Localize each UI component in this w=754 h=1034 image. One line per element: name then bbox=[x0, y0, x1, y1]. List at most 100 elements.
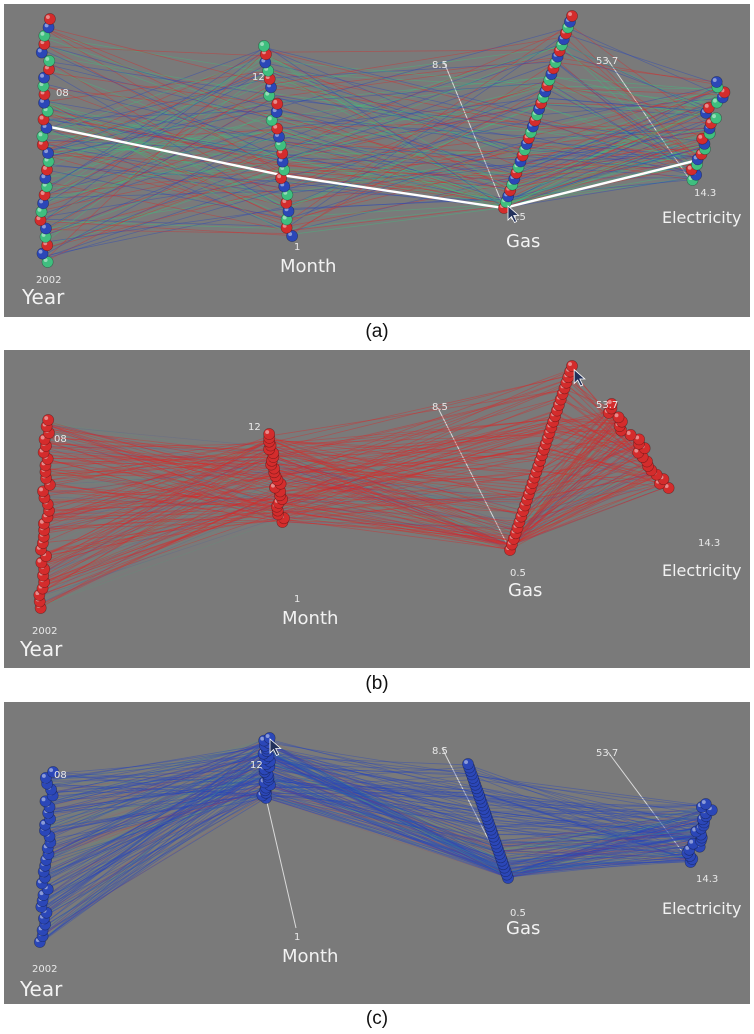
data-polyline bbox=[44, 93, 719, 206]
data-polyline bbox=[41, 446, 667, 607]
context-polyline bbox=[42, 487, 668, 603]
axis-leader-elec bbox=[607, 59, 691, 181]
data-polyline bbox=[45, 410, 651, 507]
data-polyline bbox=[44, 106, 714, 232]
panel-b: Year 2002 08 Month 1 12 Gas 0.5 8.5 Electricity 14… bbox=[4, 350, 750, 668]
data-polyline bbox=[45, 110, 694, 221]
data-polyline bbox=[44, 408, 612, 517]
data-polyline bbox=[44, 90, 720, 165]
data-polyline bbox=[47, 754, 703, 854]
data-polyline bbox=[46, 417, 619, 550]
axis-label-month: Month bbox=[282, 946, 338, 967]
data-polyline bbox=[42, 434, 631, 593]
axis-leader-gas bbox=[437, 407, 511, 551]
data-polyline bbox=[45, 55, 720, 131]
context-polyline bbox=[43, 796, 707, 916]
data-polyline bbox=[47, 414, 643, 487]
data-polyline bbox=[46, 741, 706, 875]
data-polyline bbox=[44, 67, 698, 205]
data-polyline bbox=[48, 773, 704, 875]
sphere-month bbox=[271, 122, 284, 135]
data-polyline bbox=[44, 85, 721, 230]
data-polyline bbox=[45, 126, 703, 202]
data-polyline bbox=[44, 126, 702, 232]
data-polyline bbox=[43, 406, 611, 557]
context-polyline bbox=[47, 754, 691, 860]
data-polyline bbox=[43, 418, 635, 558]
data-polyline bbox=[43, 755, 691, 908]
data-polyline bbox=[44, 28, 697, 234]
data-polyline bbox=[48, 753, 699, 845]
data-polyline bbox=[43, 758, 707, 902]
data-polyline bbox=[43, 466, 653, 565]
data-polyline bbox=[44, 60, 720, 171]
data-polyline bbox=[46, 419, 620, 544]
data-polyline bbox=[47, 436, 654, 543]
axis-leader-elec bbox=[607, 751, 691, 863]
data-polyline bbox=[42, 786, 691, 936]
context-polyline bbox=[45, 461, 650, 502]
data-polyline bbox=[44, 766, 698, 892]
data-polyline bbox=[47, 437, 641, 548]
data-polyline bbox=[49, 790, 699, 865]
data-polyline bbox=[47, 760, 692, 858]
sphere-year bbox=[37, 113, 50, 126]
data-polyline bbox=[48, 761, 705, 843]
data-polyline bbox=[44, 794, 694, 889]
context-polyline bbox=[46, 473, 667, 536]
tick-label-year-min: 2002 bbox=[36, 275, 61, 286]
context-polyline bbox=[41, 750, 692, 941]
data-polyline bbox=[43, 766, 693, 898]
data-polyline bbox=[44, 88, 720, 206]
data-polyline bbox=[45, 434, 631, 547]
data-polyline bbox=[42, 797, 693, 934]
context-polyline bbox=[45, 442, 636, 500]
cursor-arrow-icon bbox=[507, 205, 520, 224]
data-polyline bbox=[46, 444, 638, 495]
data-polyline bbox=[43, 68, 693, 244]
sphere-elec bbox=[710, 112, 722, 125]
data-polyline bbox=[46, 410, 614, 498]
context-polyline bbox=[42, 768, 697, 922]
context-polyline bbox=[47, 776, 705, 859]
data-polyline bbox=[45, 437, 633, 531]
tick-label-electricity-min: 14.3 bbox=[696, 874, 718, 885]
data-polyline bbox=[43, 438, 644, 566]
data-polyline bbox=[47, 425, 626, 494]
data-polyline bbox=[46, 434, 630, 550]
data-polyline bbox=[48, 743, 699, 874]
data-polyline bbox=[45, 765, 701, 875]
data-polyline bbox=[45, 103, 713, 210]
data-polyline bbox=[45, 409, 613, 506]
data-polyline bbox=[45, 469, 656, 550]
data-polyline bbox=[43, 754, 693, 898]
data-polyline bbox=[49, 772, 700, 832]
data-polyline bbox=[44, 61, 695, 167]
context-polyline bbox=[42, 482, 665, 575]
data-polyline bbox=[46, 374, 654, 476]
data-polyline bbox=[43, 49, 699, 262]
sphere-elec bbox=[662, 482, 675, 494]
data-polyline bbox=[49, 755, 699, 870]
context-polyline bbox=[45, 748, 699, 872]
data-polyline bbox=[45, 757, 699, 866]
context-polyline bbox=[41, 423, 623, 604]
data-polyline bbox=[45, 473, 658, 501]
sphere-year bbox=[41, 239, 54, 252]
data-polyline bbox=[45, 87, 702, 186]
sphere-elec bbox=[699, 798, 712, 810]
data-polyline bbox=[45, 66, 697, 205]
data-polyline bbox=[41, 786, 695, 940]
data-polyline bbox=[42, 412, 615, 586]
data-polyline bbox=[45, 98, 706, 207]
data-polyline bbox=[44, 63, 703, 189]
data-polyline bbox=[49, 758, 708, 806]
data-polyline bbox=[44, 107, 714, 218]
context-polyline bbox=[47, 423, 656, 531]
data-polyline bbox=[41, 459, 648, 604]
data-polyline bbox=[45, 94, 718, 155]
sphere-year bbox=[43, 54, 56, 67]
context-polyline bbox=[47, 422, 624, 517]
axis-label-gas: Gas bbox=[506, 918, 540, 939]
data-polyline bbox=[45, 45, 698, 188]
